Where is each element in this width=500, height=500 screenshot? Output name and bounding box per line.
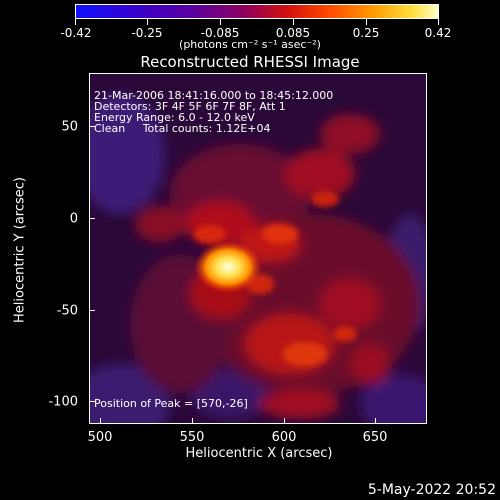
x-tick <box>284 418 285 424</box>
colorbar-tick-label: 0.42 <box>424 26 452 40</box>
rhessi-image-canvas <box>90 74 426 423</box>
y-tick <box>89 310 95 311</box>
rhessi-image <box>89 73 427 424</box>
peak-position: Position of Peak = [570,-26] <box>94 397 248 410</box>
x-tick-label: 550 <box>179 430 205 445</box>
x-axis-title: Heliocentric X (arcsec) <box>185 446 333 461</box>
colorbar-tick <box>220 19 221 25</box>
y-tick-label: -50 <box>56 303 78 319</box>
y-tick <box>89 126 95 127</box>
colorbar-tick-label: -0.42 <box>60 26 92 40</box>
colorbar-unit: (photons cm⁻² s⁻¹ asec⁻²) <box>179 38 321 51</box>
colorbar-tick <box>366 19 367 25</box>
colorbar-tick-label: -0.085 <box>200 26 240 40</box>
colorbar <box>75 4 439 19</box>
x-tick <box>100 418 101 424</box>
colorbar-tick <box>75 19 76 25</box>
plot-title: Reconstructed RHESSI Image <box>140 53 360 71</box>
colorbar-tick-label: 0.085 <box>275 26 311 40</box>
x-tick-label: 500 <box>87 430 113 445</box>
energy-range: Energy Range: 6.0 - 12.0 keV <box>94 111 255 124</box>
y-tick <box>89 401 95 402</box>
observation-time: 21-Mar-2006 18:41:16.000 to 18:45:12.000 <box>94 89 334 102</box>
y-axis-title: Heliocentric Y (arcsec) <box>12 177 28 323</box>
detectors-info: Detectors: 3F 4F 5F 6F 7F 8F, Att 1 <box>94 100 286 113</box>
y-tick-label: 50 <box>61 119 78 135</box>
date-stamp: 5-May-2022 20:52 <box>367 482 496 498</box>
y-tick-label: -100 <box>48 394 78 410</box>
y-tick <box>89 218 95 219</box>
x-tick <box>375 418 376 424</box>
colorbar-tick <box>438 19 439 25</box>
x-tick-label: 650 <box>362 430 388 445</box>
x-tick <box>192 418 193 424</box>
colorbar-tick <box>293 19 294 25</box>
colorbar-tick <box>147 19 148 25</box>
clean-total-counts: Clean Total counts: 1.12E+04 <box>94 122 271 135</box>
y-tick-label: 0 <box>69 211 78 227</box>
colorbar-tick-label: 0.25 <box>352 26 380 40</box>
colorbar-tick-label: -0.25 <box>131 26 163 40</box>
x-tick-label: 600 <box>271 430 297 445</box>
